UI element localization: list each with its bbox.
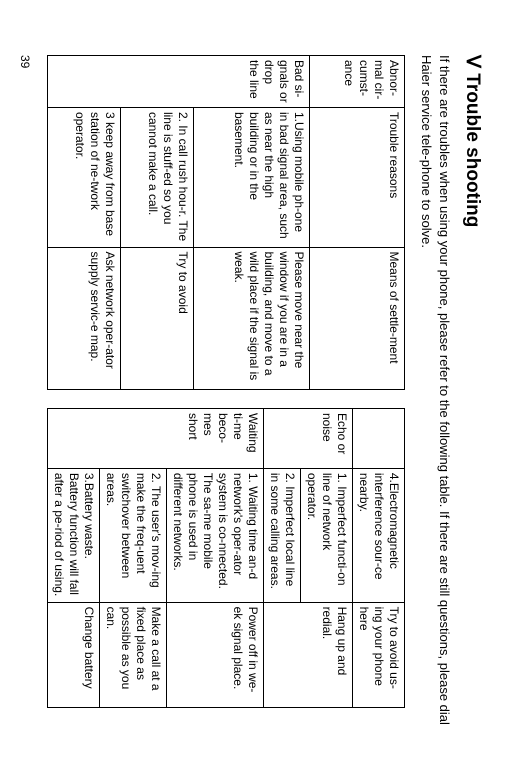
cell-reason: 2. The user's mov-ing make the freq-uent…	[99, 468, 166, 602]
title-text: Trouble shooting	[462, 73, 483, 227]
cell-waiting: Waiting ti-me beco-mes short	[47, 409, 263, 469]
header-abnormal: Abnor-mal cir-cumst-ance	[310, 56, 405, 108]
cell-reason: 1. Waiting time an-d network's oper-ator…	[166, 468, 263, 602]
table-row: Waiting ti-me beco-mes short 1. Waiting …	[166, 409, 263, 708]
cell-reason: 3.Battery waste. Battery function will f…	[47, 468, 99, 602]
cell-reason: 3 keep away from base station of ne-twor…	[47, 107, 120, 247]
header-settlement: Means of settle-ment	[310, 247, 405, 390]
cell-reason: 1.Using mobile ph-one in bad signal area…	[194, 107, 310, 247]
cell-bad-signals: Bad si-gnals or drop the line	[47, 56, 309, 108]
table-row: Echo or noise 1. Imperfect functi-on lin…	[300, 409, 352, 708]
cell-settlement: Power off in we-ek signal place.	[166, 602, 263, 707]
section-title: Ⅴ Trouble shooting	[461, 55, 484, 728]
roman-numeral: Ⅴ	[462, 55, 483, 68]
cell-settlement: Please move near the window if you are i…	[194, 247, 310, 390]
cell-settlement: Change battery	[47, 602, 99, 707]
troubleshooting-table-2: 4.Electromagnetic interference sour-ce n…	[47, 408, 405, 708]
tables-container: Abnor-mal cir-cumst-ance Trouble reasons…	[47, 55, 405, 728]
cell-reason: 2. In call rush hou-r. The line is stuff…	[121, 107, 194, 247]
cell-reason: 1. Imperfect functi-on line of network o…	[300, 468, 352, 602]
cell-settlement: Ask network oper-ator supply servic-e ma…	[47, 247, 120, 390]
table-row: Bad si-gnals or drop the line 1.Using mo…	[194, 56, 310, 390]
intro-text: If there are troubles when using your ph…	[417, 55, 453, 728]
table-row: 4.Electromagnetic interference sour-ce n…	[352, 409, 404, 708]
cell-settlement: Try to avoid us-ing your phone here	[352, 602, 404, 707]
cell-settlement: Try to avoid	[121, 247, 194, 390]
table-header-row: Abnor-mal cir-cumst-ance Trouble reasons…	[310, 56, 405, 390]
cell-empty	[352, 409, 404, 469]
page-number: 39	[18, 55, 32, 68]
cell-echo: Echo or noise	[263, 409, 352, 469]
cell-reason: 2. Imperfect local line in some calling …	[263, 468, 300, 602]
troubleshooting-table-1: Abnor-mal cir-cumst-ance Trouble reasons…	[47, 55, 405, 390]
cell-settlement: Make a call at a fixed place as possible…	[99, 602, 166, 707]
header-reasons: Trouble reasons	[310, 107, 405, 247]
cell-settlement: Hang up and redial.	[263, 602, 352, 707]
cell-reason: 4.Electromagnetic interference sour-ce n…	[352, 468, 404, 602]
